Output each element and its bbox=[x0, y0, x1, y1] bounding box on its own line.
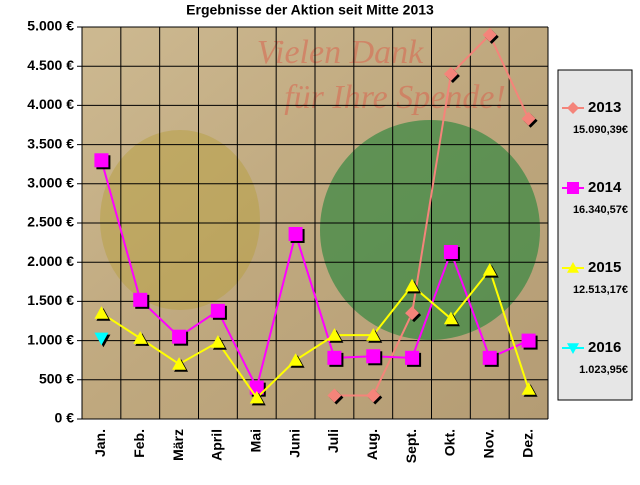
legend-marker bbox=[567, 262, 579, 273]
marker bbox=[482, 27, 497, 42]
y-tick-label: 4.500 € bbox=[27, 57, 74, 73]
legend-total: 12.513,17€ bbox=[573, 284, 628, 296]
chart-title: Ergebnisse der Aktion seit Mitte 2013 bbox=[186, 2, 434, 18]
y-tick-label: 2.000 € bbox=[27, 253, 74, 269]
x-tick-label: Okt. bbox=[442, 429, 458, 456]
marker bbox=[443, 245, 458, 260]
y-tick-label: 5.000 € bbox=[27, 18, 74, 34]
x-tick-label: Aug. bbox=[364, 429, 380, 460]
series-line bbox=[100, 267, 530, 400]
marker bbox=[94, 153, 109, 168]
y-tick-label: 500 € bbox=[39, 371, 74, 387]
marker bbox=[210, 335, 225, 348]
marker bbox=[327, 388, 342, 403]
marker bbox=[482, 350, 497, 365]
marker bbox=[366, 349, 381, 364]
legend-label: 2014 bbox=[588, 179, 622, 196]
marker bbox=[133, 331, 148, 344]
marker bbox=[249, 390, 264, 404]
marker bbox=[482, 263, 497, 276]
marker bbox=[133, 292, 148, 307]
legend-label: 2016 bbox=[588, 339, 621, 356]
marker bbox=[405, 306, 420, 321]
bg-shape bbox=[320, 120, 540, 340]
marker bbox=[210, 303, 225, 318]
legend-total: 16.340,57€ bbox=[573, 204, 628, 216]
x-tick-label: April bbox=[209, 429, 225, 461]
bg-shape bbox=[100, 130, 260, 310]
marker bbox=[327, 328, 342, 341]
x-tick-label: Sept. bbox=[403, 429, 419, 463]
legend-marker bbox=[567, 102, 579, 114]
marker bbox=[366, 388, 381, 403]
marker bbox=[366, 328, 381, 341]
marker bbox=[327, 350, 342, 365]
x-tick-label: Mai bbox=[247, 429, 263, 452]
marker bbox=[172, 357, 187, 370]
marker bbox=[521, 111, 536, 126]
y-tick-label: 2.500 € bbox=[27, 214, 74, 230]
y-tick-label: 3.000 € bbox=[27, 175, 74, 191]
legend-marker bbox=[567, 343, 579, 354]
legend-total: 15.090,39€ bbox=[573, 124, 628, 136]
marker bbox=[172, 329, 187, 344]
x-tick-label: Juli bbox=[325, 429, 341, 453]
marker bbox=[94, 306, 109, 319]
watermark: für Ihre Spende! bbox=[284, 79, 506, 116]
x-tick-label: Dez. bbox=[519, 429, 535, 458]
legend-marker bbox=[567, 182, 579, 194]
y-tick-label: 1.500 € bbox=[27, 292, 74, 308]
marker bbox=[94, 332, 109, 346]
legend-label: 2013 bbox=[588, 99, 621, 116]
marker bbox=[405, 350, 420, 365]
x-tick-label: März bbox=[170, 429, 186, 461]
y-tick-label: 1.000 € bbox=[27, 331, 74, 347]
legend-label: 2015 bbox=[588, 259, 621, 276]
marker bbox=[288, 226, 303, 241]
y-tick-label: 4.000 € bbox=[27, 96, 74, 112]
x-tick-label: Juni bbox=[286, 429, 302, 458]
y-tick-label: 3.500 € bbox=[27, 135, 74, 151]
marker bbox=[521, 333, 536, 348]
x-tick-label: Feb. bbox=[131, 429, 147, 458]
marker bbox=[521, 382, 536, 395]
marker bbox=[405, 278, 420, 292]
x-tick-label: Jan. bbox=[92, 429, 108, 457]
marker bbox=[443, 67, 458, 82]
y-tick-label: 0 € bbox=[55, 410, 75, 426]
x-tick-label: Nov. bbox=[480, 429, 496, 458]
watermark: Vielen Dank bbox=[257, 34, 424, 71]
legend-total: 1.023,95€ bbox=[579, 364, 628, 376]
marker bbox=[288, 353, 303, 366]
marker bbox=[443, 311, 458, 325]
